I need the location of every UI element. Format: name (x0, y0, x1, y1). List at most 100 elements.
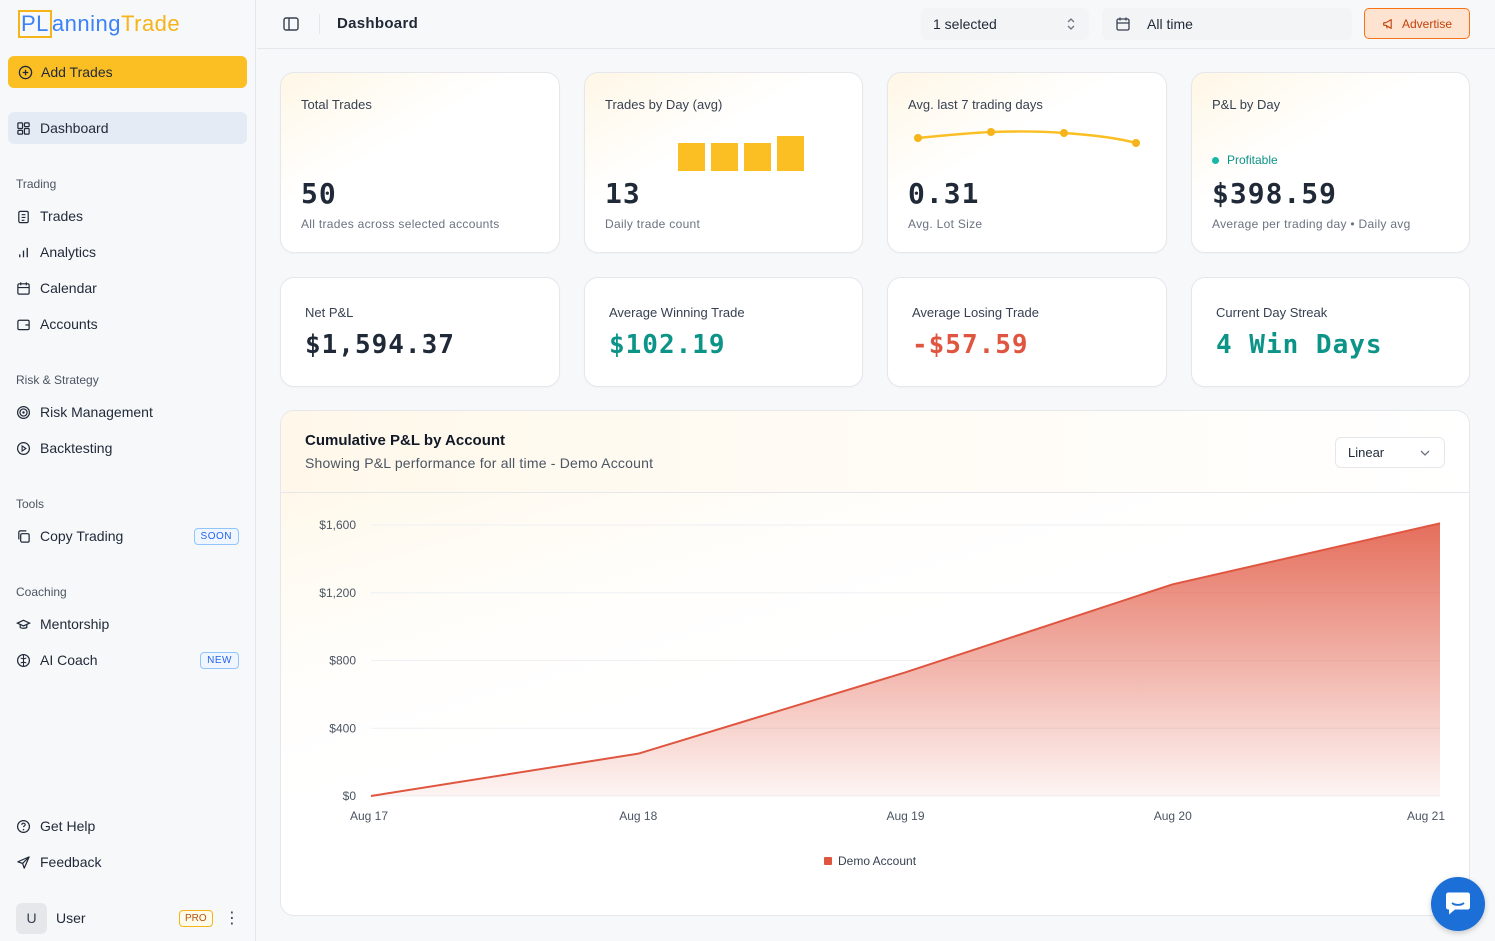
clipboard-icon (18, 210, 29, 223)
cumulative-pnl-chart-card: Cumulative P&L by Account Showing P&L pe… (280, 410, 1470, 916)
sidebar-item-ai-coach[interactable]: AI Coach NEW (8, 644, 247, 676)
calendar-icon (1116, 17, 1130, 31)
section-label-coaching: Coaching (16, 585, 67, 599)
account-select-value: 1 selected (933, 16, 997, 32)
avatar: U (16, 902, 47, 934)
soon-badge: SOON (193, 527, 239, 545)
card-avg-last-7: Avg. last 7 trading days 0.31 Avg. Lot S… (887, 72, 1167, 253)
sidebar-item-label: Calendar (40, 280, 97, 296)
section-label-risk: Risk & Strategy (16, 373, 99, 387)
sidebar-item-copy-trading[interactable]: Copy Trading SOON (8, 520, 247, 552)
chat-icon (1446, 892, 1470, 915)
card-total-trades: Total Trades 50 All trades across select… (280, 72, 560, 253)
profitable-label: Profitable (1227, 153, 1278, 167)
sidebar-item-calendar[interactable]: Calendar (8, 272, 247, 304)
brain-icon (16, 653, 31, 667)
sparkline-point (914, 134, 922, 142)
card-title: Net P&L (305, 305, 354, 320)
advertise-label: Advertise (1401, 16, 1453, 31)
profitable-tag: Profitable (1212, 153, 1278, 167)
sidebar-item-feedback[interactable]: Feedback (8, 846, 247, 878)
sidebar-item-backtesting[interactable]: Backtesting (8, 432, 247, 464)
card-title: P&L by Day (1212, 97, 1281, 112)
y-tick-label: $1,600 (319, 518, 356, 532)
sidebar-item-mentorship[interactable]: Mentorship (8, 608, 247, 640)
card-subtitle: Avg. Lot Size (908, 217, 983, 231)
graduation-cap-icon (16, 619, 31, 629)
send-icon (17, 855, 30, 869)
copy-icon (18, 529, 30, 543)
x-tick-label: Aug 20 (1154, 809, 1192, 823)
card-trades-by-day: Trades by Day (avg) 13 Daily trade count (584, 72, 863, 253)
card-value: $1,594.37 (305, 330, 455, 360)
top-header: Dashboard 1 selected All time Advertise (257, 0, 1495, 49)
sidebar: PL anning Trade Add Trades Dashboard Tradi… (0, 0, 256, 941)
account-select[interactable]: 1 selected (921, 8, 1089, 40)
section-label-trading: Trading (16, 177, 57, 191)
chevron-down-icon (1420, 450, 1430, 456)
target-icon (16, 405, 31, 419)
page-title: Dashboard (337, 15, 419, 32)
sidebar-item-get-help[interactable]: Get Help (8, 810, 247, 842)
mini-bar (678, 143, 705, 171)
chart-title: Cumulative P&L by Account (305, 432, 506, 449)
plus-circle-icon (18, 65, 33, 79)
section-label-tools: Tools (16, 497, 45, 511)
sidebar-item-trades[interactable]: Trades (8, 200, 247, 232)
mini-bar (744, 143, 771, 171)
sidebar-toggle-icon[interactable] (282, 15, 300, 33)
sidebar-item-label: Trades (40, 208, 84, 224)
card-title: Average Winning Trade (609, 305, 745, 320)
x-tick-label: Aug 18 (619, 809, 657, 823)
card-subtitle: All trades across selected accounts (301, 217, 500, 231)
series-area-demo-account (371, 523, 1440, 796)
megaphone-icon (1383, 18, 1392, 29)
sidebar-item-risk-management[interactable]: Risk Management (8, 396, 247, 428)
add-trades-label: Add Trades (41, 64, 113, 80)
scale-select-value: Linear (1348, 445, 1385, 460)
sparkline-point (1060, 129, 1068, 137)
app-logo[interactable]: PL anning Trade (18, 8, 180, 40)
sidebar-item-label: Copy Trading (40, 528, 124, 544)
chevrons-up-down-icon (1067, 18, 1075, 30)
card-title: Total Trades (301, 97, 372, 112)
card-subtitle: Average per trading day • Daily avg (1212, 217, 1411, 231)
bar-chart-icon (19, 247, 28, 257)
wallet-icon (17, 319, 30, 330)
y-tick-label: $0 (343, 789, 357, 803)
pnl-area-chart: $0 $400 $800 $1,200 $1,600 Aug 17 Aug 18 Aug 19… (281, 493, 1469, 843)
card-value: $398.59 (1212, 177, 1338, 210)
mini-bar (777, 136, 804, 171)
card-title: Trades by Day (avg) (605, 97, 723, 112)
sidebar-item-label: Mentorship (40, 616, 110, 632)
sidebar-item-accounts[interactable]: Accounts (8, 308, 247, 340)
card-avg-losing-trade: Average Losing Trade -$57.59 (887, 277, 1167, 387)
pro-badge: PRO (179, 909, 213, 927)
sidebar-item-label: Feedback (40, 854, 102, 870)
more-vertical-icon[interactable]: ⋮ (224, 910, 240, 927)
card-value: -$57.59 (912, 330, 1029, 360)
advertise-button[interactable]: Advertise (1364, 8, 1470, 39)
mini-bar (711, 143, 738, 171)
scale-select[interactable]: Linear (1335, 437, 1445, 468)
sidebar-item-label: Dashboard (40, 120, 109, 136)
card-avg-winning-trade: Average Winning Trade $102.19 (584, 277, 863, 387)
add-trades-button[interactable]: Add Trades (8, 56, 247, 88)
sidebar-item-dashboard[interactable]: Dashboard (8, 112, 247, 144)
logo-text-2: Trade (121, 11, 181, 36)
logo-text-1: anning (51, 11, 121, 36)
card-title: Average Losing Trade (912, 305, 1039, 320)
chart-legend: Demo Account (824, 854, 916, 868)
chat-widget-button[interactable] (1431, 877, 1485, 931)
status-dot (1212, 156, 1219, 164)
calendar-icon (17, 281, 30, 295)
card-title: Avg. last 7 trading days (908, 97, 1043, 112)
date-range-picker[interactable]: All time (1102, 8, 1352, 40)
sidebar-item-analytics[interactable]: Analytics (8, 236, 247, 268)
y-tick-label: $800 (329, 654, 356, 668)
legend-swatch (824, 857, 832, 865)
user-menu[interactable]: U User PRO ⋮ (16, 902, 246, 934)
sparkline-point (1132, 139, 1140, 147)
help-circle-icon (16, 819, 31, 833)
card-value: 50 (301, 177, 337, 210)
